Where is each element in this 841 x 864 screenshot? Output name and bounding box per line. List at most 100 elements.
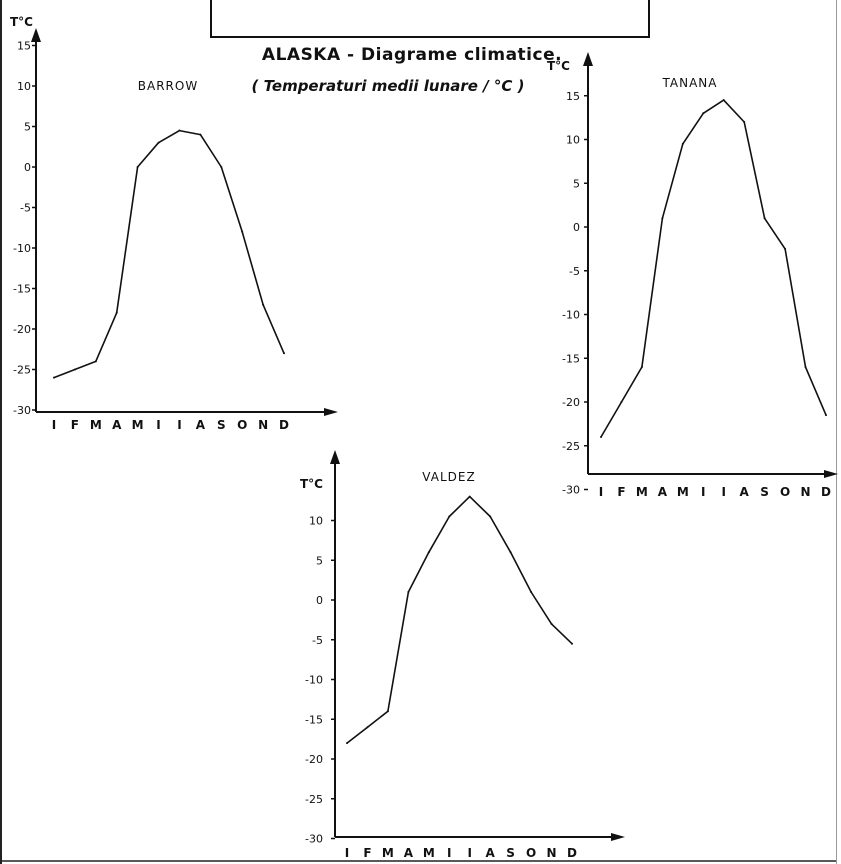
valdez-month-label: N — [547, 846, 557, 860]
valdez-month-label: F — [363, 846, 371, 860]
tanana-x-axis-arrow — [824, 470, 838, 478]
valdez-month-label: A — [404, 846, 414, 860]
tanana-temperature-line — [600, 99, 827, 438]
barrow-month-label: F — [71, 418, 79, 432]
barrow-data-point — [220, 166, 223, 168]
valdez-month-label: D — [567, 846, 577, 860]
valdez-data-point — [571, 642, 573, 645]
barrow-y-tick-label: 10 — [17, 80, 31, 93]
tanana-data-point — [784, 247, 787, 250]
barrow-month-label: I — [156, 418, 160, 432]
page-edge-left — [0, 0, 2, 864]
barrow-data-point — [262, 303, 265, 306]
valdez-month-label: S — [506, 846, 515, 860]
barrow-y-tick-label: 5 — [24, 121, 31, 134]
valdez-y-tick-label: 0 — [316, 594, 323, 607]
valdez-month-label: O — [526, 846, 536, 860]
valdez-y-tick-label: -25 — [305, 793, 323, 806]
barrow-y-tick-label: 15 — [17, 40, 31, 53]
barrow-data-point — [136, 166, 139, 168]
valdez-data-point — [448, 515, 451, 518]
barrow-month-label: O — [237, 418, 247, 432]
tanana-data-point — [804, 366, 807, 368]
tanana-month-label: D — [821, 485, 831, 499]
tanana-month-label: I — [599, 485, 603, 499]
barrow-unit-label: T°C — [10, 15, 33, 29]
valdez-x-axis-arrow — [611, 833, 625, 841]
valdez-y-axis-arrow — [330, 450, 340, 464]
barrow-month-label: I — [177, 418, 181, 432]
figure-subtitle: ( Temperaturi medii lunare / °C ) — [251, 77, 525, 95]
barrow-data-point — [73, 368, 76, 371]
barrow-y-tick-label: -5 — [20, 202, 31, 215]
tanana-month-label: N — [801, 485, 811, 499]
valdez-month-label: M — [423, 846, 435, 860]
barrow-month-label: M — [132, 418, 144, 432]
tanana-month-label: O — [780, 485, 790, 499]
barrow-data-point — [178, 129, 181, 132]
tanana-y-tick-label: 0 — [573, 221, 580, 234]
page-edge-right — [836, 0, 837, 864]
tanana-y-tick-label: -15 — [562, 352, 580, 365]
tanana-y-tick-label: 15 — [566, 90, 580, 103]
valdez-data-point — [427, 551, 430, 554]
barrow-y-tick-label: 0 — [24, 161, 31, 174]
valdez-data-point — [530, 591, 533, 594]
barrow-y-tick-label: -10 — [13, 242, 31, 255]
valdez-y-tick-label: -20 — [305, 753, 323, 766]
tanana-month-label: A — [740, 485, 750, 499]
barrow-data-point — [157, 141, 160, 144]
tanana-data-point — [681, 142, 684, 145]
barrow-temperature-line — [53, 129, 285, 379]
barrow-y-tick-label: -20 — [13, 323, 31, 336]
tanana-data-point — [763, 217, 766, 220]
tanana-month-label: I — [701, 485, 705, 499]
tanana-data-point — [640, 366, 643, 368]
tanana-month-label: S — [760, 485, 769, 499]
barrow-data-point — [53, 376, 55, 379]
tanana-data-point — [743, 121, 746, 123]
valdez-data-point — [489, 515, 492, 518]
tanana-month-label: M — [677, 485, 689, 499]
barrow-y-tick-label: -30 — [13, 404, 31, 417]
tanana-month-label: M — [636, 485, 648, 499]
barrow-y-axis-arrow — [31, 28, 41, 42]
tanana-y-tick-label: 5 — [573, 177, 580, 190]
barrow-month-label: M — [90, 418, 102, 432]
barrow-month-label: A — [112, 418, 122, 432]
tanana-data-point — [661, 217, 664, 220]
barrow-data-point — [241, 230, 244, 233]
valdez-data-point — [346, 742, 348, 745]
valdez-y-tick-label: 5 — [316, 554, 323, 567]
barrow-month-label: N — [258, 418, 268, 432]
tanana-data-point — [722, 99, 725, 102]
valdez-station-name: VALDEZ — [422, 470, 475, 484]
valdez-data-point — [509, 551, 512, 554]
tanana-station-name: TANANA — [662, 76, 718, 90]
barrow-month-label: D — [279, 418, 289, 432]
tanana-data-point — [825, 414, 827, 417]
valdez-y-tick-label: -30 — [305, 833, 323, 846]
valdez-month-label: I — [345, 846, 349, 860]
valdez-y-tick-label: 10 — [309, 515, 323, 528]
tanana-y-tick-label: -5 — [569, 265, 580, 278]
valdez-month-label: I — [447, 846, 451, 860]
valdez-data-point — [386, 710, 389, 713]
valdez-unit-label: T°C — [300, 477, 323, 491]
valdez-y-tick-label: -5 — [312, 634, 323, 647]
tanana-month-label: F — [617, 485, 625, 499]
valdez-y-tick-label: -15 — [305, 713, 323, 726]
valdez-month-label: A — [486, 846, 496, 860]
figure-title: ALASKA - Diagrame climatice. — [261, 45, 563, 65]
valdez-temperature-line — [346, 495, 573, 744]
title-frame — [210, 0, 650, 38]
tanana-y-tick-label: -30 — [562, 484, 580, 497]
valdez-month-label: M — [382, 846, 394, 860]
barrow-month-label: I — [52, 418, 56, 432]
barrow-month-label: A — [196, 418, 206, 432]
tanana-data-point — [702, 112, 705, 115]
valdez-y-tick-label: -10 — [305, 674, 323, 687]
tanana-data-point — [620, 401, 623, 403]
